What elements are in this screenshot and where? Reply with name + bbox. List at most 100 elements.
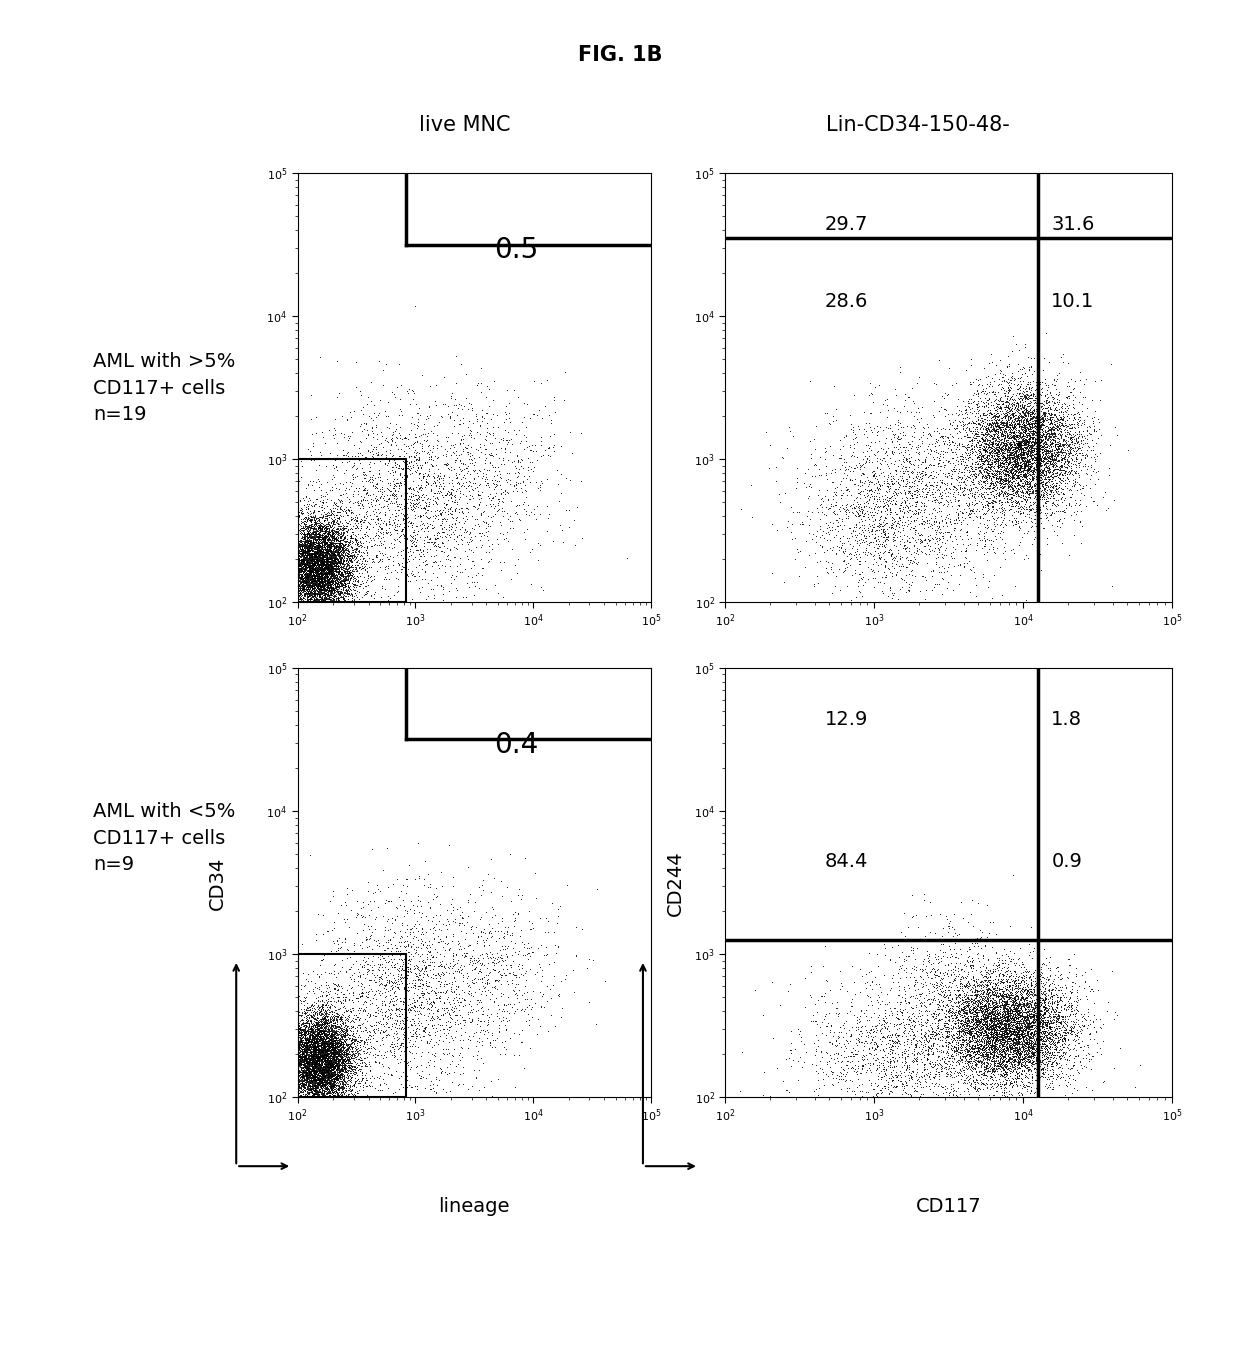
Point [288, 549, 308, 571]
Point [336, 566, 356, 587]
Point [1004, 968, 1024, 990]
Point [322, 556, 342, 578]
Point [311, 1074, 331, 1096]
Point [1007, 413, 1027, 435]
Point [317, 1069, 337, 1090]
Point [450, 1013, 470, 1035]
Point [1006, 1007, 1025, 1029]
Point [322, 1054, 342, 1075]
Point [331, 1043, 351, 1065]
Point [315, 547, 335, 568]
Point [298, 577, 317, 598]
Point [288, 557, 308, 579]
Point [311, 1036, 331, 1058]
Point [1001, 981, 1021, 1003]
Point [317, 540, 337, 562]
Point [404, 942, 424, 964]
Point [381, 1003, 401, 1025]
Point [316, 455, 336, 477]
Point [303, 1070, 322, 1092]
Point [294, 1011, 314, 1033]
Point [1012, 1036, 1032, 1058]
Point [888, 484, 908, 506]
Point [312, 555, 332, 577]
Point [1008, 1010, 1028, 1032]
Point [976, 1022, 996, 1044]
Point [290, 1077, 310, 1099]
Point [959, 417, 978, 439]
Point [991, 425, 1011, 447]
Point [310, 519, 330, 541]
Point [963, 412, 983, 433]
Point [389, 515, 409, 537]
Point [322, 1029, 342, 1051]
Point [1007, 409, 1027, 431]
Point [994, 994, 1014, 1015]
Point [330, 1044, 350, 1066]
Point [987, 450, 1007, 472]
Point [309, 549, 329, 571]
Point [940, 1006, 960, 1028]
Point [869, 431, 889, 453]
Point [296, 1029, 316, 1051]
Point [903, 527, 923, 549]
Point [298, 1022, 317, 1044]
Point [288, 1075, 308, 1097]
Point [327, 592, 347, 613]
Point [998, 1026, 1018, 1048]
Point [897, 1082, 916, 1104]
Point [971, 405, 991, 427]
Point [862, 1025, 882, 1047]
Point [419, 940, 439, 962]
Point [361, 585, 381, 607]
Point [782, 1086, 802, 1108]
Point [288, 1006, 308, 1028]
Point [325, 961, 345, 983]
Point [990, 431, 1009, 453]
Point [954, 1013, 973, 1035]
Point [1025, 448, 1045, 470]
Point [326, 592, 346, 613]
Point [901, 1085, 921, 1107]
Point [1045, 465, 1065, 487]
Point [981, 1043, 1001, 1065]
Point [322, 1058, 342, 1079]
Point [811, 1040, 831, 1062]
Point [288, 522, 308, 544]
Point [970, 984, 990, 1006]
Point [291, 1062, 311, 1084]
Point [340, 544, 360, 566]
Point [1022, 436, 1042, 458]
Point [288, 560, 308, 582]
Point [1001, 1017, 1021, 1039]
Point [311, 555, 331, 577]
Point [288, 1086, 308, 1108]
Point [867, 1033, 887, 1055]
Point [291, 548, 311, 570]
Point [1028, 512, 1048, 534]
Point [861, 1020, 880, 1041]
Point [1004, 972, 1024, 994]
Point [410, 932, 430, 954]
Point [294, 527, 314, 549]
Point [1065, 1069, 1085, 1090]
Point [308, 1074, 327, 1096]
Point [1012, 1060, 1032, 1082]
Point [1004, 394, 1024, 416]
Point [319, 571, 339, 593]
Point [320, 1086, 340, 1108]
Point [892, 1025, 911, 1047]
Point [1009, 1020, 1029, 1041]
Point [1007, 446, 1027, 468]
Point [294, 592, 314, 613]
Point [296, 1021, 316, 1043]
Point [357, 568, 377, 590]
Point [921, 425, 941, 447]
Point [908, 916, 928, 938]
Point [1027, 511, 1047, 533]
Point [909, 1070, 929, 1092]
Point [999, 1086, 1019, 1108]
Point [317, 571, 337, 593]
Point [315, 1029, 335, 1051]
Point [965, 1040, 985, 1062]
